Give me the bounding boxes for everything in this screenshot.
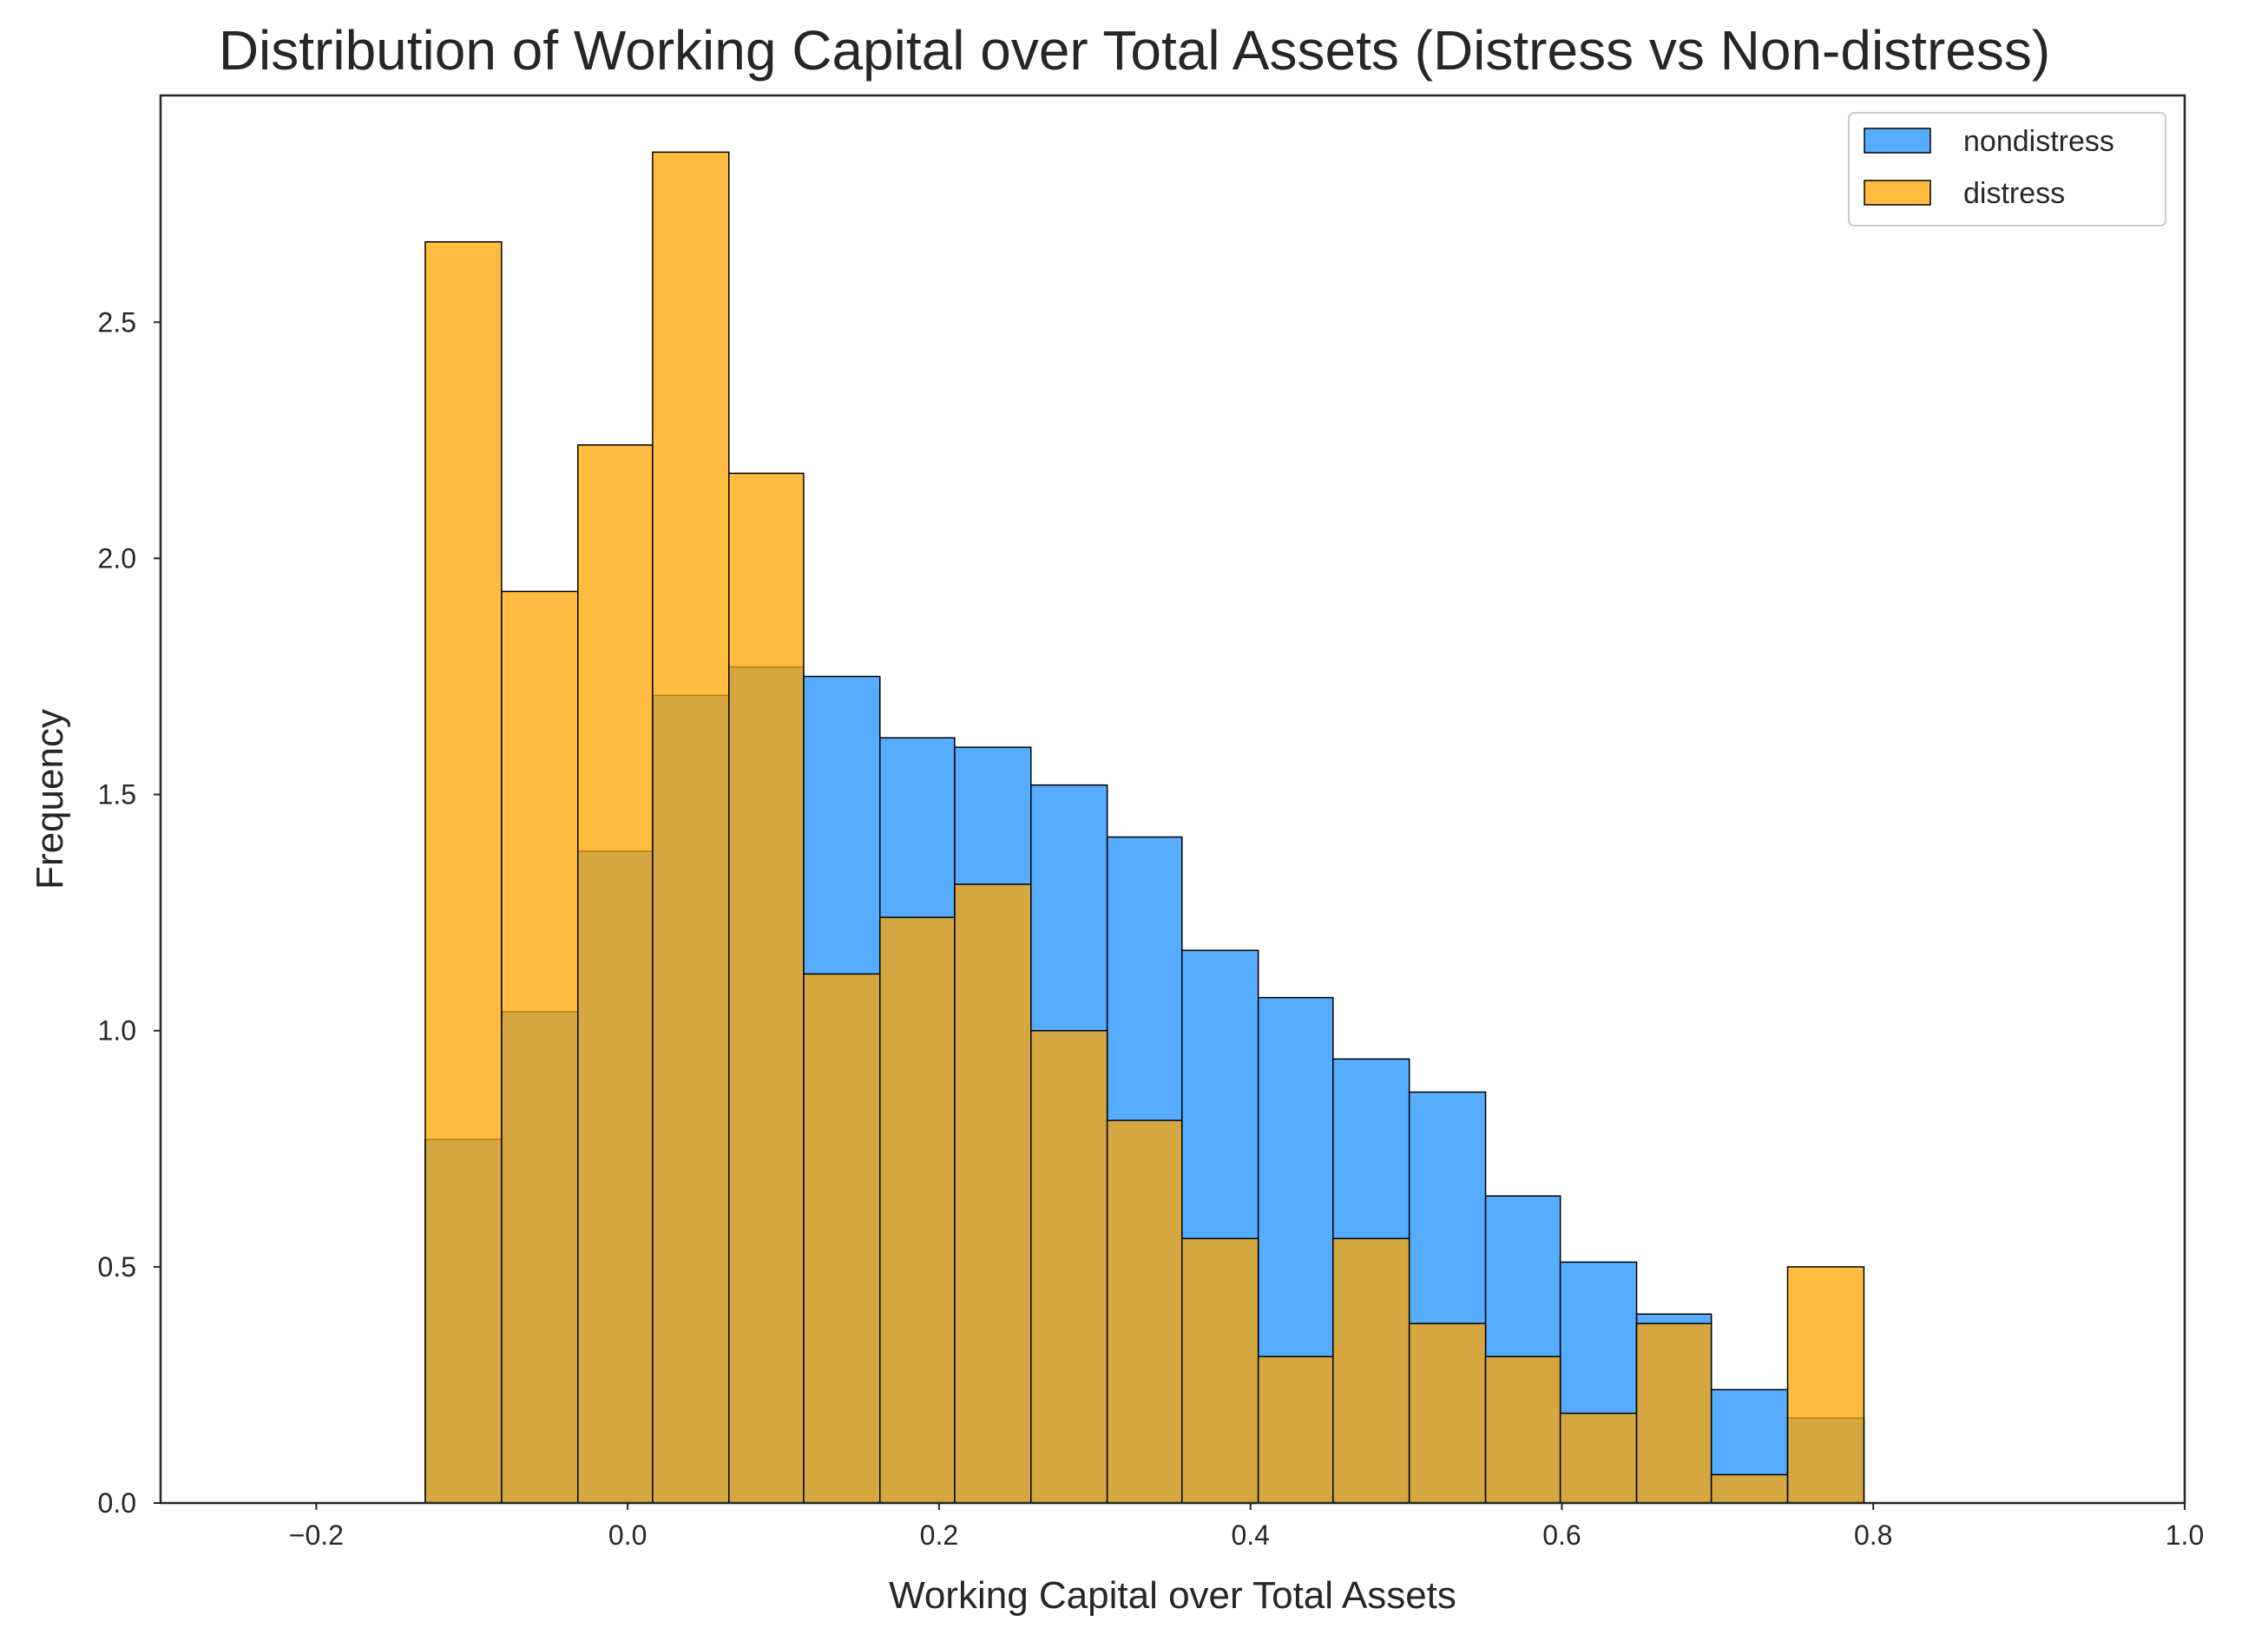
bar-distress-4 [728,472,805,1504]
bar-distress-6 [879,916,956,1504]
y-tick-label: 1.5 [98,779,136,811]
x-tick-label: 1.0 [2166,1520,2204,1551]
legend: nondistress distress [1848,112,2166,226]
bar-distress-5 [803,973,881,1504]
y-axis-label: Frequency [29,709,71,889]
bar-distress-3 [652,151,730,1504]
bar-distress-15 [1559,1412,1638,1504]
legend-swatch-nondistress [1864,128,1931,154]
x-tick-label: −0.2 [289,1520,344,1551]
legend-label-nondistress: nondistress [1963,125,2114,158]
bar-distress-17 [1710,1474,1789,1504]
bar-distress-12 [1332,1237,1410,1504]
x-axis: −0.2 0.0 0.2 0.4 0.6 0.8 1.0 [289,1503,2204,1551]
y-tick-label: 2.0 [98,542,136,574]
legend-swatch-distress [1864,180,1931,206]
y-tick-label: 0.0 [98,1487,136,1519]
bar-distress-13 [1408,1323,1487,1504]
bars-layer [424,151,1865,1504]
bar-distress-14 [1484,1355,1561,1504]
bar-distress-11 [1257,1355,1334,1504]
y-tick-label: 1.0 [98,1015,136,1047]
x-tick-label: 0.6 [1542,1520,1581,1551]
plot-frame [159,94,2186,1505]
y-tick-label: 0.5 [98,1251,136,1283]
bar-distress-7 [954,883,1032,1504]
x-tick-label: 0.8 [1854,1520,1892,1551]
bar-distress-16 [1635,1323,1713,1504]
chart-title: Distribution of Working Capital over Tot… [219,19,2050,82]
x-tick-label: 0.2 [920,1520,958,1551]
bar-distress-1 [501,590,579,1504]
bar-distress-0 [424,240,503,1504]
legend-label-distress: distress [1963,177,2065,210]
x-axis-label: Working Capital over Total Assets [889,1574,1456,1617]
bar-distress-2 [577,444,654,1504]
x-tick-label: 0.4 [1231,1520,1269,1551]
y-tick-label: 2.5 [98,306,136,338]
y-axis: 0.0 0.5 1.0 1.5 2.0 2.5 [98,306,161,1519]
bar-distress-18 [1786,1266,1865,1504]
x-tick-label: 0.0 [608,1520,647,1551]
bar-distress-10 [1181,1237,1259,1504]
bar-distress-8 [1030,1029,1108,1504]
bar-distress-9 [1106,1119,1183,1504]
